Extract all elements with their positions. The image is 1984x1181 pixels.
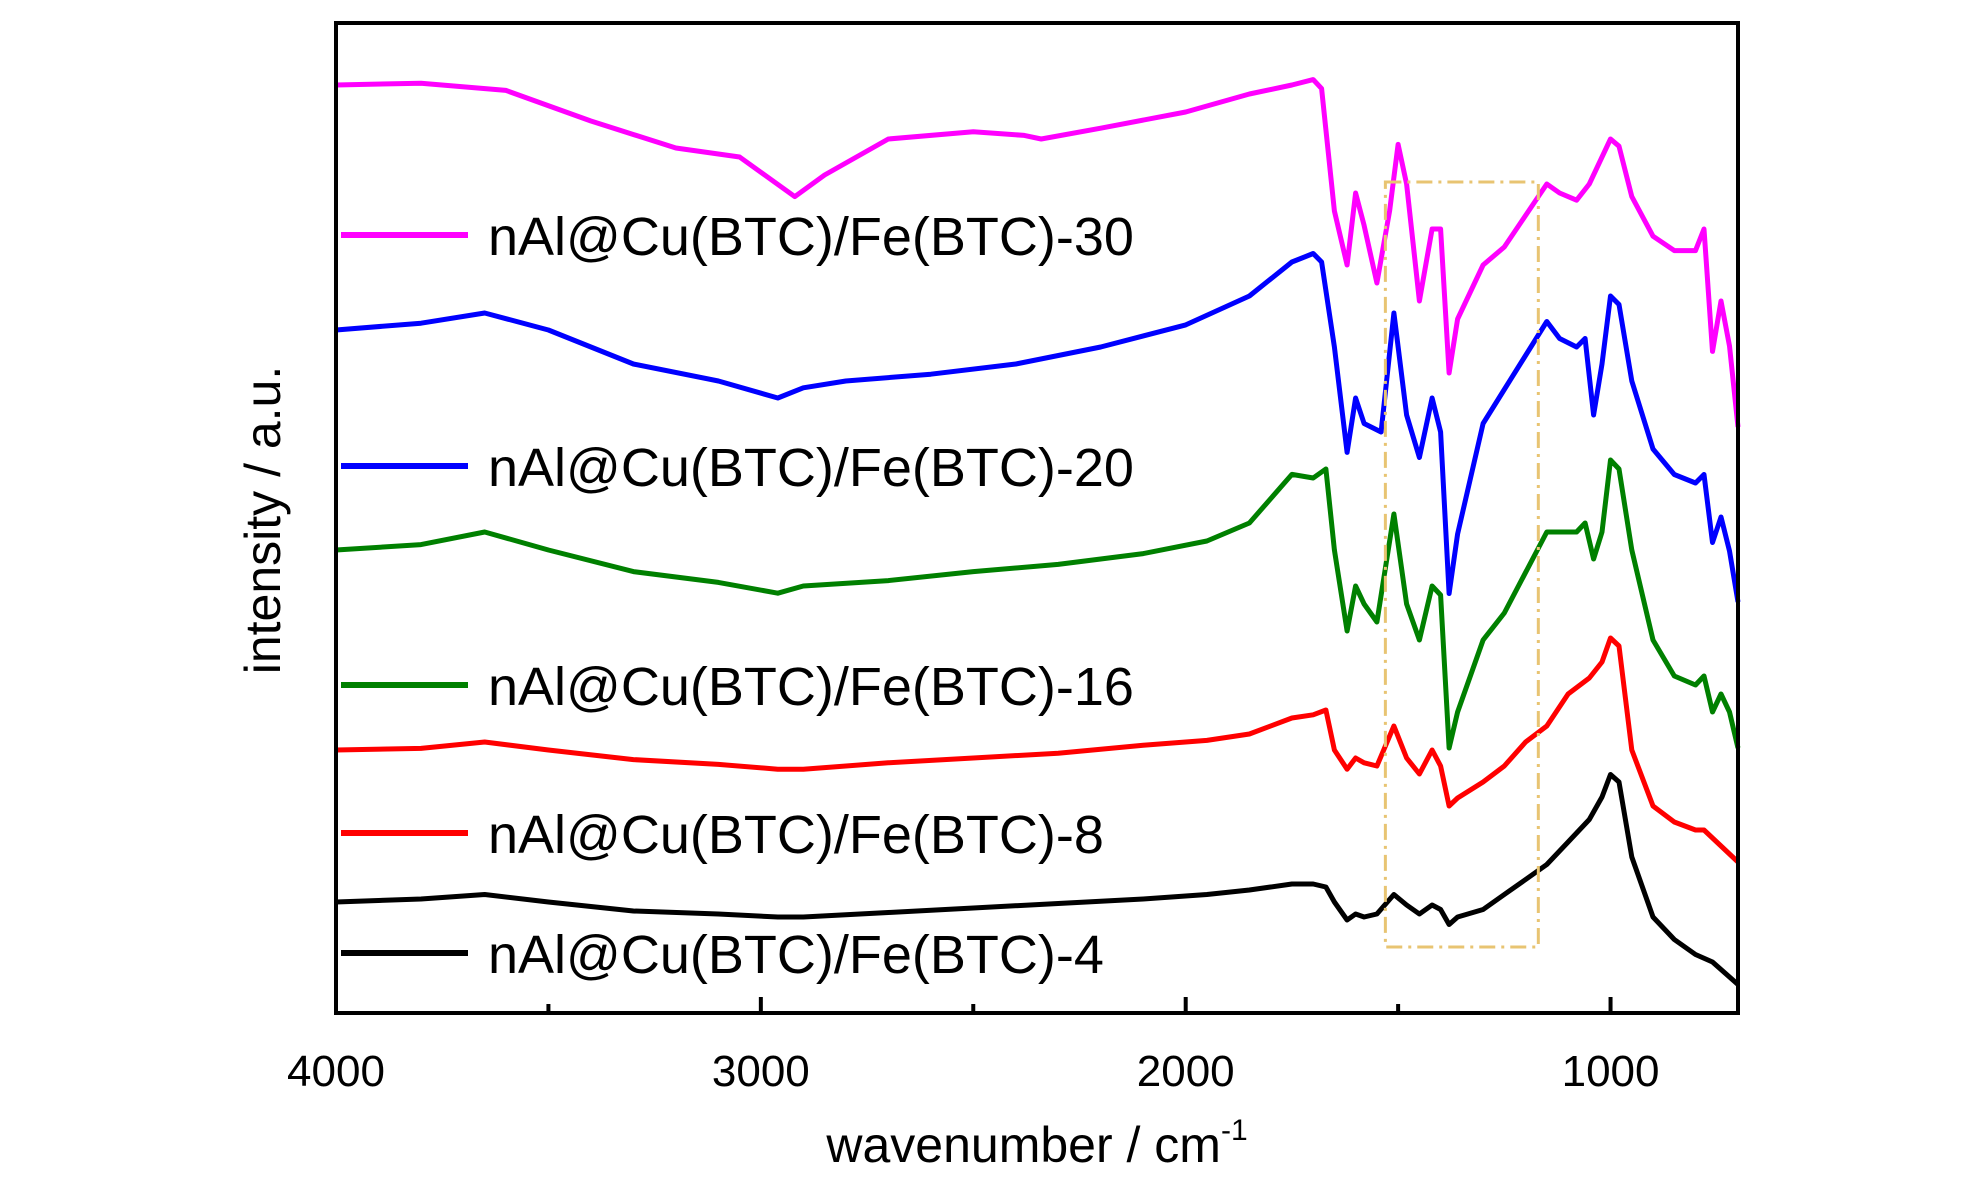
legend-label-2: nAl@Cu(BTC)/Fe(BTC)-20 [488,438,1134,498]
x-tick-label: 3000 [712,1047,810,1096]
x-tick-label: 1000 [1562,1047,1660,1096]
plot-frame [334,21,1740,1015]
series-line-1 [335,77,1741,428]
x-tick-label: 4000 [287,1047,385,1096]
legend: nAl@Cu(BTC)/Fe(BTC)-30 nAl@Cu(BTC)/Fe(BTC… [341,207,1134,985]
x-tick-label: 2000 [1137,1047,1235,1096]
x-ticks: 4000 3000 2000 1000 [287,997,1659,1096]
x-axis-title: wavenumber / cm-1 [825,1114,1247,1173]
series-line-4 [335,635,1740,864]
legend-label-4: nAl@Cu(BTC)/Fe(BTC)-8 [488,805,1104,865]
y-axis-title: intensity / a.u. [235,366,291,675]
legend-label-1: nAl@Cu(BTC)/Fe(BTC)-30 [488,207,1134,267]
series-line-5 [335,772,1740,987]
highlight-box [1383,180,1540,949]
legend-label-3: nAl@Cu(BTC)/Fe(BTC)-16 [488,657,1134,717]
series-line-3 [335,457,1741,751]
series-curves [335,77,1741,987]
series-line-2 [335,251,1741,603]
legend-label-5: nAl@Cu(BTC)/Fe(BTC)-4 [488,925,1104,985]
